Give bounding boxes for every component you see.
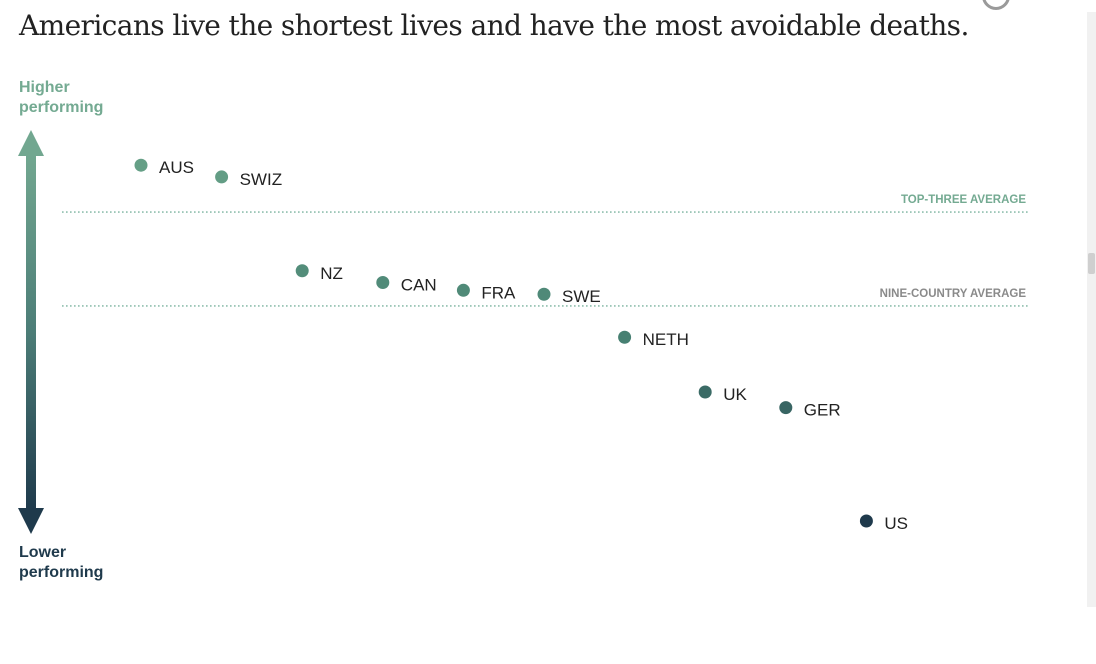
data-label-aus: AUS [159, 158, 194, 177]
data-point-nz [295, 264, 309, 278]
data-point-swiz [215, 170, 229, 184]
data-label-can: CAN [401, 275, 437, 294]
page-title: Americans live the shortest lives and ha… [19, 9, 969, 42]
reference-line-label-0: TOP-THREE AVERAGE [901, 194, 1026, 206]
up-down-arrow-icon [18, 130, 44, 534]
data-label-nz: NZ [320, 264, 343, 283]
data-label-uk: UK [723, 385, 747, 404]
y-axis-top-label: Higher performing [19, 79, 104, 116]
data-point-aus [134, 158, 148, 172]
scrollbar[interactable] [1087, 12, 1096, 607]
data-label-ger: GER [804, 401, 841, 420]
data-point-can [376, 275, 390, 289]
data-point-fra [456, 283, 470, 297]
data-point-ger [779, 401, 793, 415]
reference-lines: TOP-THREE AVERAGE NINE-COUNTRY AVERAGE [62, 194, 1028, 307]
scrollbar-thumb[interactable] [1088, 253, 1095, 274]
data-label-us: US [884, 514, 908, 533]
data-point-uk [698, 385, 712, 399]
data-point-neth [618, 330, 632, 344]
data-label-neth: NETH [643, 330, 689, 349]
data-label-swiz: SWIZ [240, 170, 283, 189]
data-point-us [859, 514, 873, 528]
reference-line-label-1: NINE-COUNTRY AVERAGE [880, 288, 1027, 300]
data-label-swe: SWE [562, 287, 601, 306]
data-point-swe [537, 287, 551, 301]
y-axis-bottom-label: Lower performing [19, 544, 104, 581]
data-points: AUS SWIZ NZ CAN FRA SWE NETH UK GER US [134, 158, 908, 533]
scatter-chart: TOP-THREE AVERAGE NINE-COUNTRY AVERAGE AU… [18, 130, 1028, 534]
data-label-fra: FRA [481, 283, 516, 302]
